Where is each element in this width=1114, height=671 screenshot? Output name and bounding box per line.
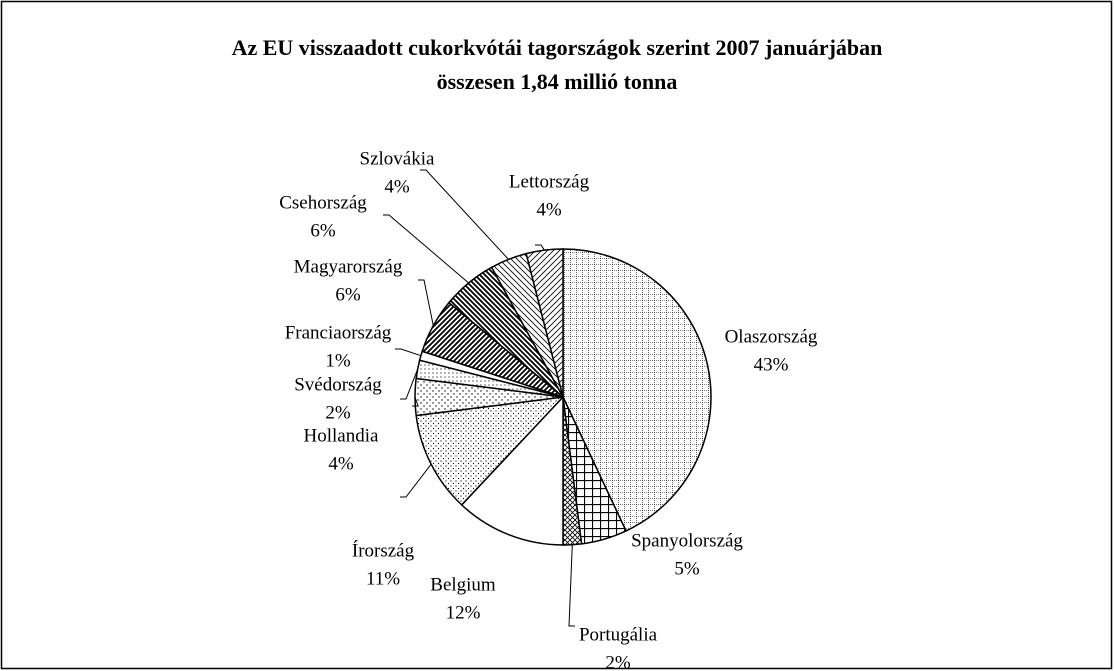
chart-subtitle: összesen 1,84 millió tonna: [437, 69, 678, 94]
slice-label: Spanyolország: [631, 530, 743, 551]
slice-label: Írország: [352, 539, 415, 561]
slice-value-label: 11%: [366, 568, 400, 589]
leader-line: [383, 214, 469, 284]
slice-label: Franciaország: [285, 322, 392, 343]
pie-slice: [460, 395, 564, 546]
slice-label: Svédország: [294, 374, 382, 395]
leader-line: [400, 369, 419, 400]
leader-line: [400, 463, 432, 498]
leader-line: [535, 244, 545, 251]
chart-title: Az EU visszaadott cukorkvótái tagországo…: [232, 35, 883, 60]
slice-label: Csehország: [279, 192, 367, 213]
pie-slice: [525, 248, 564, 398]
slice-value-label: 6%: [310, 220, 336, 241]
leader-line: [568, 544, 575, 627]
leader-line: [418, 279, 434, 326]
slice-value-label: 2%: [325, 402, 351, 423]
pie-slice: [562, 248, 712, 532]
slice-value-label: 4%: [328, 453, 354, 474]
slice-value-label: 4%: [536, 199, 562, 220]
slice-label: Belgium: [430, 574, 496, 595]
slice-label: Szlovákia: [360, 148, 435, 169]
slice-value-label: 6%: [335, 284, 361, 305]
slice-value-label: 4%: [384, 176, 410, 197]
leader-line: [420, 169, 509, 260]
slice-label: Magyarország: [294, 256, 403, 277]
slice-label: Hollandia: [304, 425, 379, 446]
slice-value-label: 2%: [605, 652, 631, 671]
slice-value-label: 12%: [446, 602, 481, 623]
pie-slice: [415, 395, 565, 506]
slice-label: Lettország: [509, 171, 590, 192]
leader-line: [395, 348, 422, 357]
slice-label: Olaszország: [725, 326, 818, 347]
slice-value-label: 43%: [754, 354, 789, 375]
leader-line: [412, 396, 419, 407]
slice-value-label: 1%: [325, 350, 351, 371]
slice-value-label: 5%: [674, 558, 700, 579]
slice-label: Portugália: [579, 624, 658, 645]
